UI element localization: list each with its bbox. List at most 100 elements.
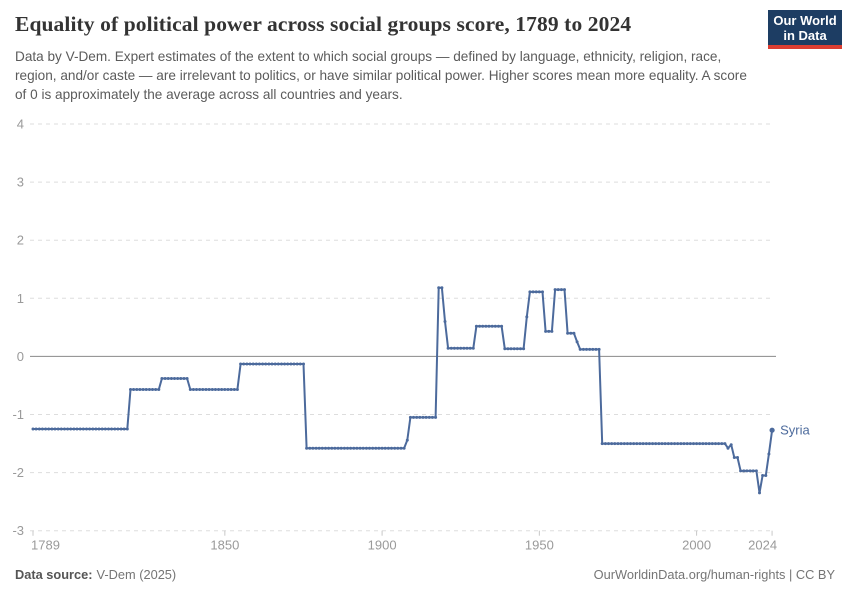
- data-point[interactable]: [434, 415, 438, 419]
- data-point[interactable]: [585, 347, 588, 351]
- data-point[interactable]: [257, 362, 261, 366]
- data-point[interactable]: [575, 340, 579, 344]
- data-point[interactable]: [276, 362, 280, 366]
- data-point[interactable]: [223, 388, 227, 391]
- data-point[interactable]: [324, 446, 327, 450]
- data-point[interactable]: [160, 377, 164, 380]
- data-point[interactable]: [647, 442, 651, 446]
- data-point[interactable]: [531, 290, 535, 294]
- data-point[interactable]: [563, 288, 566, 292]
- data-point[interactable]: [377, 446, 381, 450]
- data-point[interactable]: [390, 446, 393, 450]
- data-point[interactable]: [544, 329, 548, 333]
- data-point[interactable]: [600, 442, 604, 446]
- data-point[interactable]: [292, 362, 296, 366]
- data-point[interactable]: [553, 288, 557, 292]
- data-point[interactable]: [383, 446, 387, 450]
- data-point[interactable]: [364, 446, 368, 450]
- data-point[interactable]: [298, 362, 302, 366]
- data-point[interactable]: [264, 362, 268, 366]
- data-point[interactable]: [452, 346, 456, 350]
- data-point[interactable]: [515, 347, 519, 351]
- data-point[interactable]: [556, 288, 560, 292]
- data-point[interactable]: [204, 388, 208, 391]
- data-point[interactable]: [179, 377, 183, 380]
- data-point[interactable]: [692, 442, 695, 446]
- data-point[interactable]: [176, 377, 180, 380]
- data-point[interactable]: [47, 427, 51, 431]
- data-point[interactable]: [327, 446, 331, 450]
- data-point[interactable]: [481, 324, 485, 328]
- data-point[interactable]: [594, 347, 598, 351]
- data-point[interactable]: [402, 446, 406, 450]
- data-point[interactable]: [81, 427, 85, 431]
- data-point[interactable]: [154, 388, 158, 391]
- data-point[interactable]: [424, 415, 428, 419]
- data-point[interactable]: [135, 388, 139, 391]
- data-point[interactable]: [569, 331, 573, 335]
- data-point[interactable]: [698, 442, 702, 446]
- data-point[interactable]: [31, 427, 35, 431]
- data-point[interactable]: [330, 446, 334, 450]
- data-point[interactable]: [591, 347, 595, 351]
- data-point[interactable]: [163, 377, 167, 380]
- data-point[interactable]: [764, 474, 768, 477]
- data-point[interactable]: [85, 427, 88, 431]
- data-point[interactable]: [254, 362, 258, 366]
- data-point[interactable]: [638, 442, 642, 446]
- data-point[interactable]: [248, 362, 252, 366]
- data-point[interactable]: [72, 427, 76, 431]
- data-point[interactable]: [707, 442, 711, 446]
- data-point[interactable]: [78, 427, 82, 431]
- data-point[interactable]: [537, 290, 541, 294]
- data-point[interactable]: [720, 442, 724, 446]
- data-point[interactable]: [566, 331, 570, 335]
- data-point[interactable]: [311, 446, 315, 450]
- data-point[interactable]: [519, 347, 522, 351]
- data-point[interactable]: [116, 427, 120, 431]
- data-point[interactable]: [144, 388, 148, 391]
- data-point[interactable]: [528, 290, 532, 294]
- data-point[interactable]: [280, 362, 283, 366]
- data-point[interactable]: [361, 446, 365, 450]
- data-point[interactable]: [588, 347, 592, 351]
- data-point[interactable]: [88, 427, 92, 431]
- data-point[interactable]: [317, 446, 321, 450]
- data-point[interactable]: [437, 286, 441, 290]
- data-point[interactable]: [597, 347, 601, 351]
- data-point[interactable]: [308, 446, 312, 450]
- data-point[interactable]: [336, 446, 340, 450]
- data-point[interactable]: [195, 388, 198, 391]
- data-point[interactable]: [399, 446, 403, 450]
- data-point[interactable]: [66, 427, 70, 431]
- data-point[interactable]: [339, 446, 343, 450]
- data-point[interactable]: [412, 415, 415, 419]
- data-point[interactable]: [166, 377, 170, 380]
- data-point[interactable]: [559, 288, 563, 292]
- data-point[interactable]: [651, 442, 655, 446]
- data-point[interactable]: [607, 442, 610, 446]
- data-point[interactable]: [493, 324, 497, 328]
- data-point[interactable]: [132, 388, 136, 391]
- data-point[interactable]: [229, 388, 233, 391]
- data-point[interactable]: [629, 442, 632, 446]
- data-point[interactable]: [119, 427, 123, 431]
- data-point[interactable]: [289, 362, 293, 366]
- data-point[interactable]: [673, 442, 677, 446]
- data-point[interactable]: [509, 347, 513, 351]
- data-point[interactable]: [622, 442, 626, 446]
- data-point[interactable]: [748, 469, 752, 473]
- data-point[interactable]: [314, 446, 318, 450]
- data-point[interactable]: [745, 469, 749, 473]
- data-point[interactable]: [239, 362, 243, 366]
- data-point[interactable]: [610, 442, 614, 446]
- data-point[interactable]: [742, 469, 746, 473]
- data-point[interactable]: [380, 446, 384, 450]
- data-point[interactable]: [113, 427, 117, 431]
- data-point[interactable]: [641, 442, 645, 446]
- data-point[interactable]: [572, 331, 576, 335]
- credit-link[interactable]: OurWorldinData.org/human-rights | CC BY: [593, 567, 835, 582]
- data-point[interactable]: [478, 324, 482, 328]
- data-point[interactable]: [349, 446, 353, 450]
- data-point[interactable]: [421, 415, 425, 419]
